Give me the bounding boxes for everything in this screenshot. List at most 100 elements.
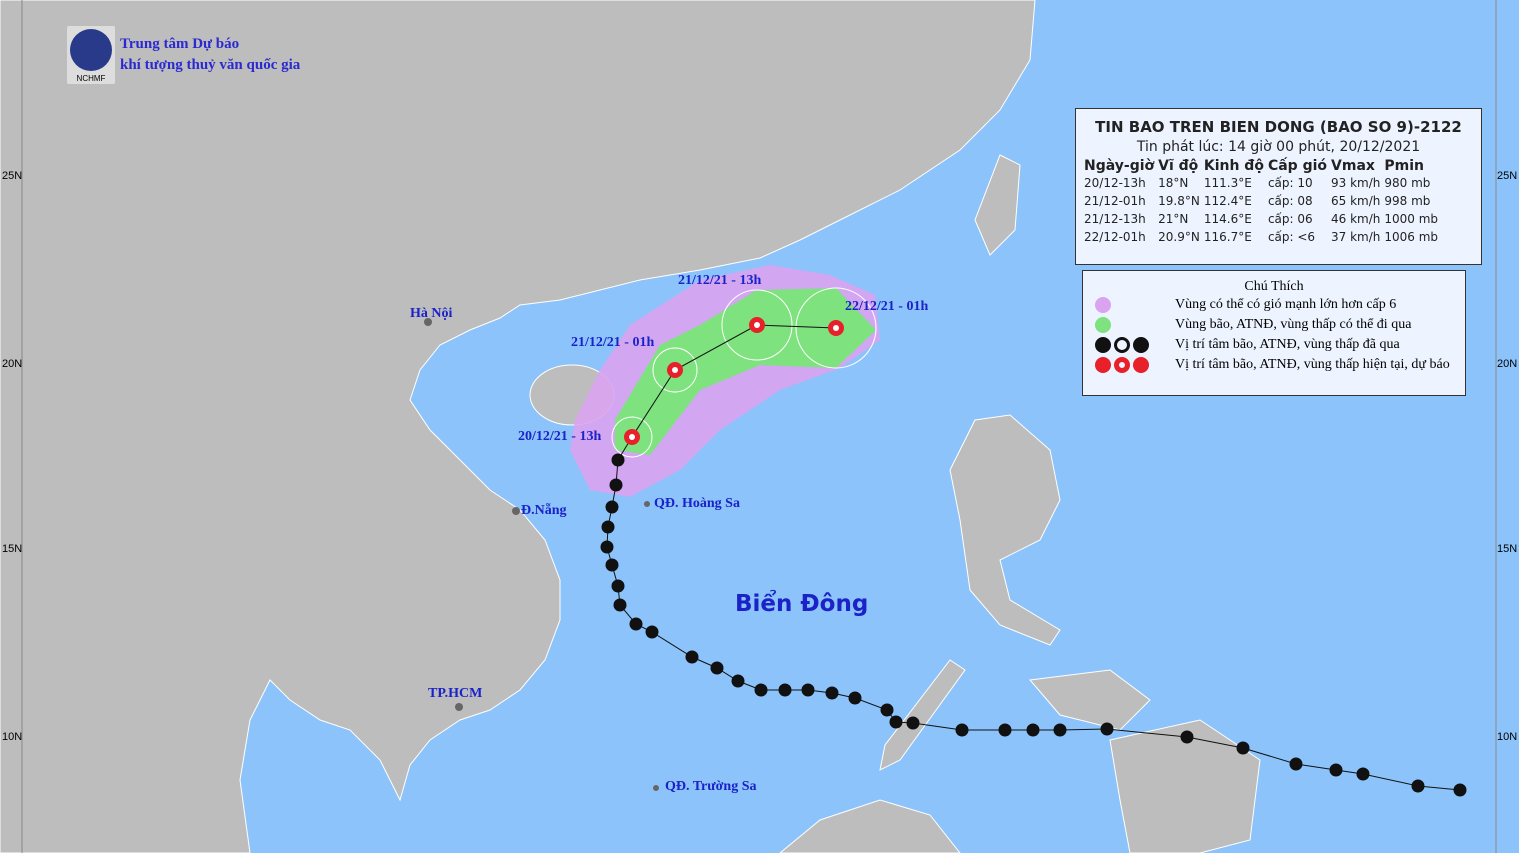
past-storm-position-icon <box>1411 779 1425 793</box>
visayas <box>1029 669 1151 731</box>
table-cell: 22/12-01h <box>1084 230 1146 244</box>
past-storm-position-icon <box>605 558 619 572</box>
legend-label: Vùng có thể có gió mạnh lớn hơn cấp 6 <box>1175 297 1397 312</box>
forecast-label: 21/12/21 - 01h <box>571 335 655 350</box>
lat-tick: 25N <box>2 170 23 182</box>
past-storm-position-icon <box>1100 722 1114 736</box>
lat-tick: 20N <box>2 358 23 370</box>
lat-tick: 15N <box>2 543 23 555</box>
green-zone-icon <box>1095 317 1111 333</box>
table-cell: 19.8°N <box>1158 194 1200 208</box>
past-track-line <box>606 436 1461 791</box>
past-storm-position-icon <box>611 453 625 467</box>
current-storm-icon <box>1095 357 1111 373</box>
table-row: 20/12-13h 18°N 111.3°E cấp: 10 93 km/h 980 mb <box>1084 174 1442 192</box>
past-storm-position-icon <box>685 650 699 664</box>
past-storm-position-icon <box>1289 757 1303 771</box>
table-cell: 112.4°E <box>1203 194 1252 208</box>
table-cell: 111.3°E <box>1203 176 1252 190</box>
past-storm-position-icon <box>889 715 903 729</box>
past-storm-position-icon <box>645 625 659 639</box>
mindanao <box>1109 719 1261 853</box>
city-danang: Đ.Nẵng <box>521 503 567 518</box>
past-storm-position-icon <box>601 520 615 534</box>
legend-label: Vị trí tâm bão, ATNĐ, vùng thấp hiện tại… <box>1175 357 1450 372</box>
lat-tick: 25N <box>1497 170 1518 182</box>
column-header: Vmax <box>1331 158 1375 174</box>
city-hcm: TP.HCM <box>428 686 483 701</box>
past-storm-position-icon <box>629 617 643 631</box>
sea-label: Biển Đông <box>735 591 869 617</box>
lat-tick: 10N <box>1497 731 1518 743</box>
column-header: Kinh độ <box>1203 158 1264 174</box>
forecast-track <box>631 324 837 438</box>
past-depression-icon <box>1114 337 1130 353</box>
lat-tick: 20N <box>1497 358 1518 370</box>
lat-tick: 10N <box>2 731 23 743</box>
past-storm-position-icon <box>605 500 619 514</box>
past-storm-position-icon <box>611 579 625 593</box>
past-storm-position-icon <box>801 683 815 697</box>
org-name: Trung tâm Dự báo khí tượng thuỷ văn quốc … <box>120 34 300 76</box>
palawan <box>879 659 966 771</box>
table-cell: cấp: 10 <box>1267 176 1313 190</box>
past-storm-position-icon <box>998 723 1012 737</box>
nchmf-logo: NCHMF <box>67 26 115 84</box>
table-cell: 20/12-13h <box>1084 176 1146 190</box>
mainland <box>0 0 1036 853</box>
past-storm-position-icon <box>609 478 623 492</box>
column-header: Pmin <box>1384 158 1425 174</box>
past-track <box>600 436 1467 797</box>
past-storm-position-icon <box>1053 723 1067 737</box>
storm-cone <box>615 288 876 455</box>
table-row: 22/12-01h 20.9°N 116.7°E cấp: <6 37 km/h 1006… <box>1084 228 1442 246</box>
legend-item: Vị trí tâm bão, ATNĐ, vùng thấp hiện tại… <box>1095 355 1465 375</box>
past-storm-position-icon <box>778 683 792 697</box>
borneo <box>779 799 961 853</box>
column-header: Cấp gió <box>1267 158 1328 174</box>
table-cell: 114.6°E <box>1203 212 1252 226</box>
past-storm-position-icon <box>955 723 969 737</box>
forecast-table: Ngày-giờ Vĩ độ Kinh độ Cấp gió Vmax Pmin 20/1… <box>1084 158 1442 246</box>
past-storm-position-icon <box>1180 730 1194 744</box>
org-line1: Trung tâm Dự báo <box>120 36 240 52</box>
hoangsa-label: QĐ. Hoàng Sa <box>654 496 740 511</box>
table-cell: 1006 mb <box>1384 230 1439 244</box>
table-cell: 21/12-13h <box>1084 212 1146 226</box>
past-low-icon <box>1133 337 1149 353</box>
past-storm-position-icon <box>1329 763 1343 777</box>
luzon <box>949 414 1061 646</box>
table-cell: 46 km/h <box>1331 212 1381 226</box>
table-cell: 20.9°N <box>1158 230 1200 244</box>
org-line2: khí tượng thuỷ văn quốc gia <box>120 57 301 73</box>
bulletin-title: TIN BAO TREN BIEN DONG (BAO SO 9)-2122 <box>1095 118 1462 136</box>
past-storm-position-icon <box>1356 767 1370 781</box>
past-storm-position-icon <box>848 691 862 705</box>
table-cell: cấp: 08 <box>1267 194 1313 208</box>
issued-time: Tin phát lúc: 14 giờ 00 phút, 20/12/2021 <box>1136 139 1421 155</box>
past-storm-position-icon <box>880 703 894 717</box>
legend: Chú Thích Vùng có thể có gió mạnh lớn hơ… <box>1082 270 1466 396</box>
legend-item: Vùng bão, ATNĐ, vùng thấp có thể đi qua <box>1095 315 1465 335</box>
storm-info-box: TIN BAO TREN BIEN DONG (BAO SO 9)-2122 T… <box>1075 108 1482 265</box>
current-low-icon <box>1133 357 1149 373</box>
current-depression-icon <box>1114 357 1130 373</box>
table-cell: 1000 mb <box>1384 212 1439 226</box>
forecast-label: 21/12/21 - 13h <box>678 273 762 288</box>
table-cell: 116.7°E <box>1203 230 1252 244</box>
purple-zone-icon <box>1095 297 1111 313</box>
table-cell: 93 km/h <box>1331 176 1381 190</box>
column-header: Vĩ độ <box>1158 158 1199 174</box>
legend-label: Vị trí tâm bão, ATNĐ, vùng thấp đã qua <box>1175 337 1400 352</box>
table-cell: 18°N <box>1158 176 1189 190</box>
past-storm-position-icon <box>710 661 724 675</box>
legend-title: Chú Thích <box>1244 279 1304 294</box>
past-storm-position-icon <box>1453 783 1467 797</box>
legend-label: Vùng bão, ATNĐ, vùng thấp có thể đi qua <box>1175 317 1412 332</box>
past-storm-position-icon <box>1026 723 1040 737</box>
table-cell: 65 km/h <box>1331 194 1381 208</box>
past-storm-position-icon <box>825 686 839 700</box>
table-cell: 980 mb <box>1384 176 1431 190</box>
legend-item: Vị trí tâm bão, ATNĐ, vùng thấp đã qua <box>1095 335 1465 355</box>
